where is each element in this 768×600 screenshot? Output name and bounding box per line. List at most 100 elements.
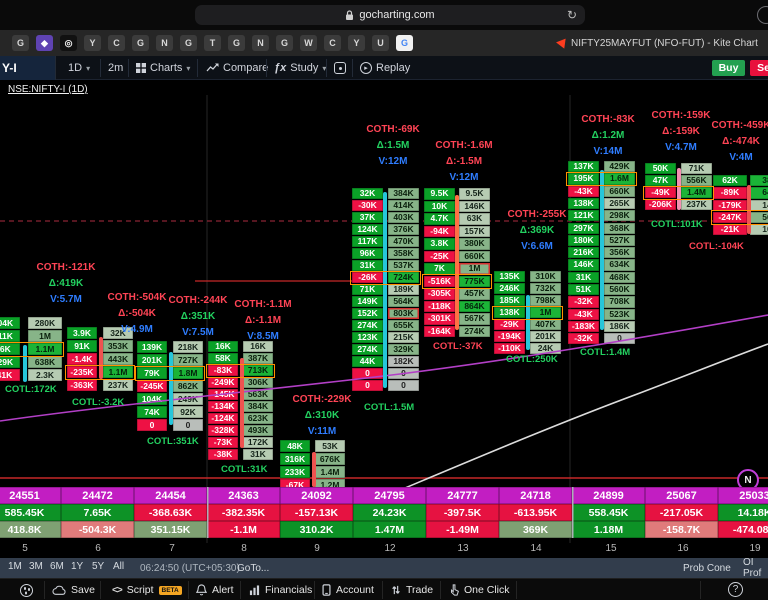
footprint-volume-cell: 14: [750, 199, 768, 211]
tab-favicon[interactable]: ◎: [60, 35, 77, 51]
candle-bar: [677, 168, 681, 210]
bottom-toolbar-divider: [100, 581, 101, 599]
chevron-down-icon: ▾: [186, 63, 191, 73]
delta-label: Δ:-1.1M: [244, 315, 282, 326]
footprint-delta-cell: 62K: [713, 175, 747, 187]
charts-menu[interactable]: Charts ▾: [136, 56, 190, 80]
theme-palette-button[interactable]: [20, 579, 33, 600]
bottom-toolbar-label: One Click: [464, 584, 510, 596]
range-button-1y[interactable]: 1Y: [71, 561, 84, 572]
footprint-delta-cell: 31K: [568, 271, 599, 283]
footprint-volume-cell: 384K: [243, 401, 273, 412]
footprint-delta-cell: -89K: [713, 187, 747, 199]
footprint-volume-cell: 1M: [28, 330, 62, 342]
time-axis-label: 9: [314, 543, 320, 554]
footprint-volume-cell: 0: [604, 333, 635, 345]
coth-label: COTH:-459K: [711, 120, 768, 131]
buy-button[interactable]: Buy: [712, 60, 745, 76]
volume-label: V:4.7M: [665, 142, 697, 153]
help-button[interactable]: ?: [728, 582, 743, 597]
footprint-volume-cell: 53K: [315, 440, 345, 452]
range-button-1m[interactable]: 1M: [8, 561, 22, 572]
tab-favicon[interactable]: N: [252, 35, 269, 51]
footprint-delta-cell: -1.4K: [67, 353, 97, 365]
footprint-delta-cell: 91K: [67, 340, 97, 352]
tab-favicon[interactable]: T: [204, 35, 221, 51]
tab-favicon[interactable]: W: [300, 35, 317, 51]
mtf-selector[interactable]: 2m: [108, 62, 124, 74]
coth-label: COTH:-69K: [366, 124, 420, 135]
tab-favicon[interactable]: C: [324, 35, 341, 51]
footprint-volume-cell: 186K: [604, 320, 635, 333]
footprint-delta-cell: -145K: [208, 389, 238, 400]
range-button-3m[interactable]: 3M: [29, 561, 43, 572]
time-axis[interactable]: 5 6 7 8 9 12 13 14 15 16 19: [0, 543, 768, 557]
tab-favicon[interactable]: U: [372, 35, 389, 51]
alert-button[interactable]: Alert: [196, 579, 234, 600]
tab-favicon[interactable]: G: [12, 35, 29, 51]
footprint-delta-cell: 129K: [0, 356, 20, 368]
tab-favicon[interactable]: G: [228, 35, 245, 51]
footprint-volume-cell: 638K: [28, 356, 62, 368]
footprint-delta-cell: -247K: [713, 211, 747, 224]
url-bar[interactable]: gocharting.com ↻: [195, 5, 585, 25]
footprint-delta-cell: 4.7K: [424, 213, 455, 225]
script-button[interactable]: <> Script BETA: [112, 579, 182, 600]
footprint-delta-cell: 0: [137, 419, 167, 431]
footprint-delta-cell: 180K: [568, 234, 599, 247]
footprint-delta-cell: -32K: [568, 333, 599, 345]
footprint-volume-cell: 1M: [530, 307, 561, 318]
poc-highlight: [350, 270, 421, 285]
tab-favicon[interactable]: G: [180, 35, 197, 51]
range-button-6m[interactable]: 6M: [50, 561, 64, 572]
reload-icon[interactable]: ↻: [566, 8, 577, 22]
replay-button[interactable]: ▸ Replay: [360, 56, 410, 80]
footprint-volume-cell: 0: [388, 368, 419, 379]
volume-label: V:12M: [449, 172, 479, 183]
tab-favicon[interactable]: G: [276, 35, 293, 51]
coth-label: COTH:-83K: [581, 114, 635, 125]
financials-button[interactable]: Financials: [249, 579, 312, 600]
toolbar-divider: [197, 59, 198, 77]
symbol-link[interactable]: NSE:NIFTY-I (1D): [8, 84, 88, 95]
toolbar-divider: [100, 59, 101, 77]
pointer-icon: [450, 584, 459, 596]
footprint-volume-cell: 407K: [530, 319, 561, 330]
cotl-label: COTL:101K: [651, 219, 703, 230]
sell-button[interactable]: Sell: [750, 60, 768, 76]
tab-favicon[interactable]: N: [156, 35, 173, 51]
active-tab[interactable]: NIFTY25MAYFUT (NFO-FUT) - Kite Chart: [555, 30, 758, 56]
oi-profile-button[interactable]: OI Prof: [743, 557, 762, 579]
bottom-toolbar-label: Alert: [212, 584, 234, 596]
delta-label: Δ:-474K: [722, 136, 760, 147]
one-click-button[interactable]: One Click: [450, 579, 510, 600]
tab-favicon[interactable]: ◆: [36, 35, 53, 51]
tab-favicon[interactable]: Y: [84, 35, 101, 51]
footprint-volume-cell: 157K: [459, 225, 490, 237]
footprint-volume-cell: 727K: [173, 354, 203, 366]
scanner-button[interactable]: [334, 56, 346, 80]
poc-highlight: [135, 365, 205, 381]
tab-favicon[interactable]: G: [396, 35, 413, 51]
trade-button[interactable]: Trade: [391, 579, 433, 600]
symbol-search[interactable]: Y-I: [0, 56, 56, 80]
prob-cone-button[interactable]: Prob Cone: [683, 562, 731, 574]
account-button[interactable]: Account: [322, 579, 374, 600]
footprint-delta-cell: 37K: [352, 212, 383, 223]
range-button-all[interactable]: All: [113, 561, 125, 572]
interval-selector[interactable]: 1D ▾: [68, 62, 91, 74]
time-axis-label: 7: [169, 543, 175, 554]
tab-favicon[interactable]: Y: [348, 35, 365, 51]
footprint-volume-cell: 146K: [459, 200, 490, 212]
time-axis-label: 8: [241, 543, 247, 554]
save-button[interactable]: Save: [52, 579, 95, 600]
study-menu[interactable]: ƒx Study ▾: [274, 62, 327, 74]
tab-favicon[interactable]: G: [132, 35, 149, 51]
bottom-toolbar-divider: [188, 581, 189, 599]
compare-button[interactable]: Compare: [206, 56, 268, 80]
browser-control-partial[interactable]: [757, 6, 768, 24]
tab-favicon[interactable]: C: [108, 35, 125, 51]
goto-button[interactable]: GoTo...: [237, 562, 270, 574]
range-button-5y[interactable]: 5Y: [92, 561, 105, 572]
